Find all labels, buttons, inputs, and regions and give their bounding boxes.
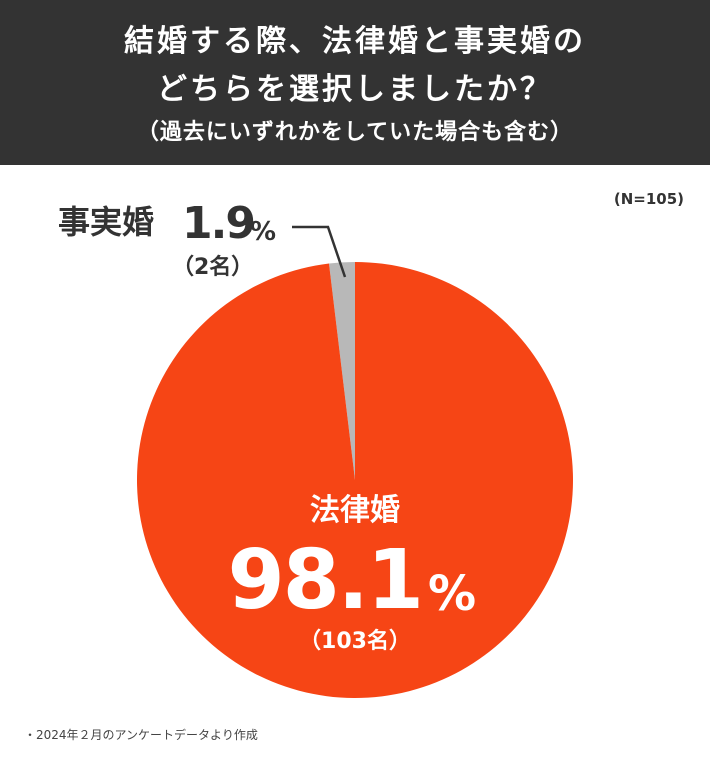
slice-count-defacto: （2名）: [172, 254, 253, 280]
chart-header: 結婚する際、法律婚と事実婚の どちらを選択しましたか？ （過去にいずれかをしてい…: [0, 0, 710, 165]
source-footnote: ・2024年２月のアンケートデータより作成: [24, 728, 258, 742]
slice-count-legal: （103名）: [299, 628, 411, 654]
pie-slice-defacto: [328, 262, 355, 480]
pie-slice-legal: [136, 262, 573, 698]
slice-percent-legal: 98.1: [228, 533, 422, 628]
slice-percent-sign-defacto: %: [250, 217, 276, 247]
sample-size-label: (N=105): [613, 190, 684, 208]
chart-subtitle: （過去にいずれかをしていた場合も含む）: [136, 120, 574, 145]
pie-slices: [136, 262, 573, 698]
slice-percent-sign-legal: %: [428, 566, 476, 622]
slice-percent-defacto: 1.9: [182, 198, 254, 249]
chart-title-line-2: どちらを選択しましたか？: [157, 72, 553, 107]
slice-label-legal: 法律婚: [310, 493, 400, 528]
slice-label-defacto: 事実婚: [58, 203, 154, 241]
chart-title-line-1: 結婚する際、法律婚と事実婚の: [124, 24, 586, 59]
leader-line: [292, 225, 347, 278]
